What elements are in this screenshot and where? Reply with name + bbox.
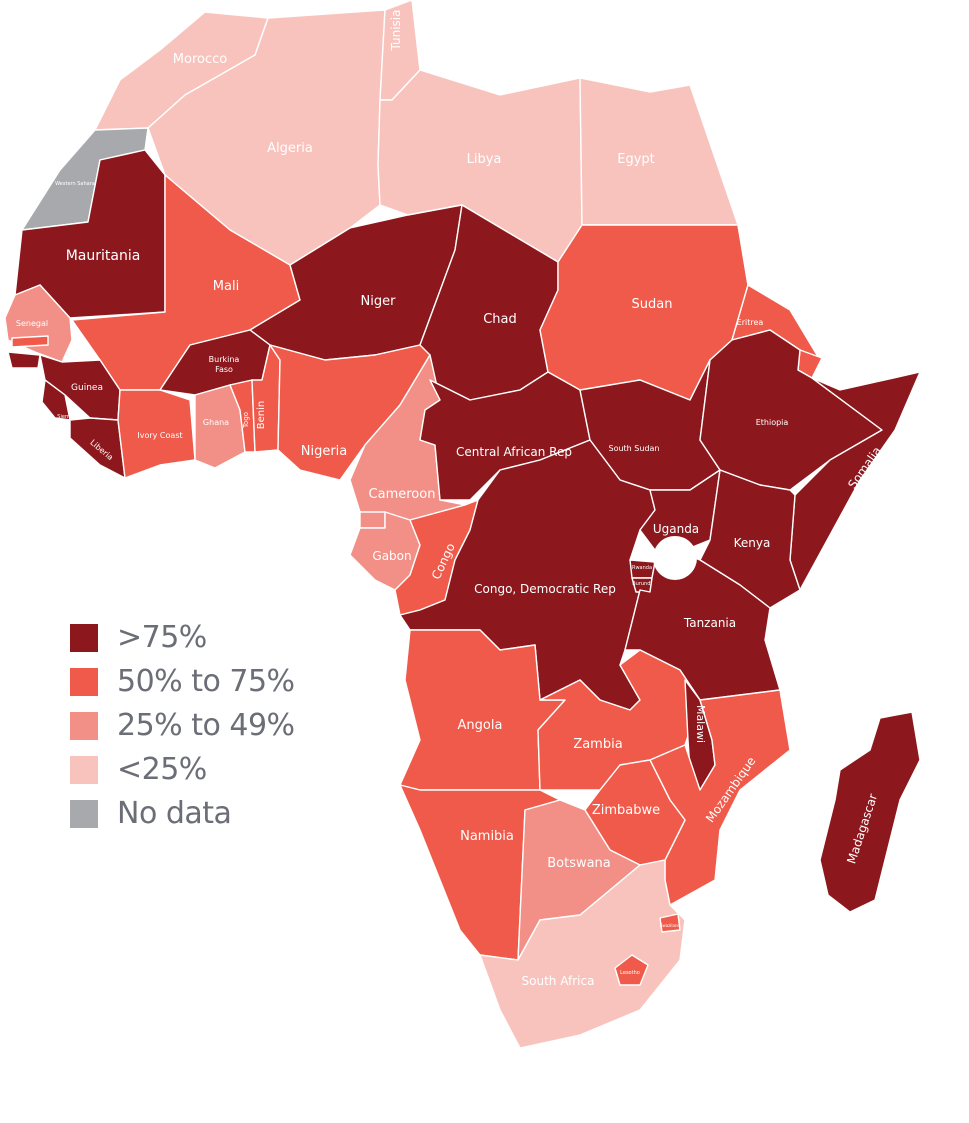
country-label: Ethiopia	[756, 418, 789, 427]
country-label: Mauritania	[66, 248, 141, 264]
legend-label: <25%	[117, 752, 207, 787]
country-gambia	[11, 335, 49, 348]
country-label: Central African Rep	[456, 445, 572, 459]
country-label: Libya	[467, 152, 502, 167]
country-swaziland	[659, 913, 681, 933]
country-kenya	[699, 469, 801, 609]
country-label: Namibia	[460, 829, 514, 844]
legend-label: >75%	[117, 620, 207, 655]
legend-label: 25% to 49%	[117, 708, 295, 743]
country-label: Congo, Democratic Rep	[474, 582, 616, 596]
country-label: Swaziland	[660, 923, 681, 928]
legend-swatch	[70, 624, 98, 652]
legend-label: 50% to 75%	[117, 664, 295, 699]
country-label: Senegal	[16, 319, 48, 328]
country-label: Lesotho	[620, 970, 640, 976]
country-label: Benin	[256, 401, 267, 429]
country-egypt	[579, 77, 739, 226]
legend-swatch	[70, 800, 98, 828]
country-label: Rwanda	[632, 565, 652, 571]
legend-swatch	[70, 668, 98, 696]
legend-swatch	[70, 712, 98, 740]
country-label: Tunisia	[389, 10, 403, 52]
country-label: Ivory Coast	[137, 431, 182, 440]
country-label: Sierra Leone	[57, 414, 88, 420]
country-sierra-leone	[41, 379, 71, 421]
country-label: Algeria	[267, 141, 313, 156]
country-madagascar	[819, 711, 921, 913]
legend-swatch	[70, 756, 98, 784]
country-label: Western Sahara	[55, 181, 95, 187]
country-label: Togo	[242, 412, 250, 429]
country-label: Egypt	[617, 152, 655, 167]
country-label: Tanzania	[683, 616, 736, 630]
country-label: Zambia	[573, 737, 622, 752]
lake-victoria	[653, 536, 697, 580]
country-guinea-bissau	[7, 351, 41, 369]
country-label: Morocco	[173, 52, 227, 67]
country-togo	[229, 379, 256, 453]
country-label: Ghana	[203, 418, 229, 427]
country-label: South Africa	[522, 974, 595, 988]
country-label: Cameroon	[369, 487, 436, 502]
country-label: Botswana	[547, 856, 611, 871]
country-equatorial-guinea	[359, 511, 386, 529]
country-label: Gabon	[372, 549, 411, 563]
country-ivory-coast	[117, 389, 196, 479]
country-label: Mali	[213, 279, 239, 294]
country-south-africa	[479, 859, 686, 1049]
country-label: Malawi	[694, 705, 707, 743]
country-label: Kenya	[734, 536, 771, 550]
legend-label: No data	[117, 796, 232, 831]
country-label: Eritrea	[737, 318, 764, 327]
country-label: Sudan	[632, 297, 673, 312]
country-label: South Sudan	[609, 444, 660, 453]
country-label: Uganda	[653, 522, 699, 536]
country-label: Niger	[361, 294, 397, 309]
country-label: Zimbabwe	[592, 803, 660, 818]
country-label: Burundi	[632, 581, 652, 587]
country-label: Nigeria	[301, 444, 348, 459]
country-label: Chad	[483, 312, 517, 327]
country-label: Guinea	[71, 383, 103, 393]
country-lesotho	[614, 954, 649, 986]
country-label: Burkina Faso	[209, 355, 240, 374]
country-label: Angola	[458, 718, 503, 733]
